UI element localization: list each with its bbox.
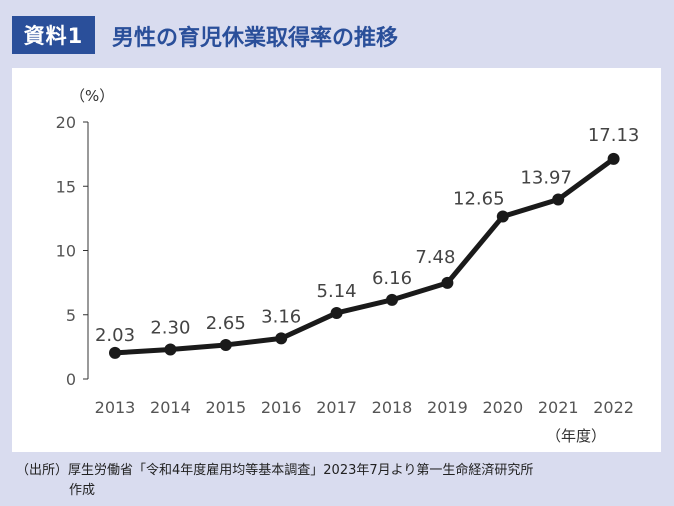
y-tick-label: 20 xyxy=(56,113,76,132)
figure-badge: 資料1 xyxy=(12,16,95,54)
data-point xyxy=(386,293,398,306)
x-tick-label: 2018 xyxy=(372,398,413,417)
x-axis-label: （年度） xyxy=(546,427,606,445)
data-label: 12.65 xyxy=(453,188,505,209)
y-tick-label: 5 xyxy=(66,306,76,325)
y-tick-label: 0 xyxy=(66,370,76,389)
data-label: 7.48 xyxy=(415,247,455,268)
data-label: 6.16 xyxy=(372,268,412,289)
source-line-2: 作成 xyxy=(69,483,96,498)
data-point xyxy=(164,343,177,356)
data-point xyxy=(219,338,232,351)
source-note: （出所）厚生労働省「令和4年度雇用均等基本調査」2023年7月より第一生命経済研… xyxy=(16,461,664,501)
data-label: 2.03 xyxy=(95,325,135,346)
data-label: 2.30 xyxy=(150,317,190,338)
x-tick-label: 2016 xyxy=(261,398,302,417)
data-label: 5.14 xyxy=(317,281,357,302)
data-label: 13.97 xyxy=(520,167,572,188)
data-point xyxy=(607,152,620,165)
x-tick-label: 2017 xyxy=(316,398,357,417)
data-label: 2.65 xyxy=(206,313,246,334)
series-line xyxy=(112,156,617,356)
chart-panel: 0 5 10 15 20 （%） 2013 2014 2015 2016 2017 2018 2019 2… xyxy=(12,68,661,452)
data-point xyxy=(330,306,343,319)
source-line-1: （出所）厚生労働省「令和4年度雇用均等基本調査」2023年7月より第一生命経済研… xyxy=(16,463,534,478)
x-tick-label: 2014 xyxy=(150,398,191,417)
x-tick-label: 2022 xyxy=(593,398,634,417)
x-tick-label: 2021 xyxy=(538,398,579,417)
data-point xyxy=(441,276,454,289)
data-point xyxy=(275,332,288,345)
line-chart: 0 5 10 15 20 （%） 2013 2014 2015 2016 2017 2018 2019 2… xyxy=(56,87,640,445)
data-label: 3.16 xyxy=(261,306,301,327)
data-point xyxy=(109,346,121,359)
x-tick-label: 2015 xyxy=(205,398,246,417)
header: 資料1 男性の育児休業取得率の推移 xyxy=(0,0,674,66)
x-tick-label: 2019 xyxy=(427,398,468,417)
page-title: 男性の育児休業取得率の推移 xyxy=(112,26,399,51)
data-point xyxy=(552,193,565,206)
y-tick-label: 10 xyxy=(56,242,76,261)
y-axis-label: （%） xyxy=(70,87,114,105)
x-tick-label: 2020 xyxy=(482,398,523,417)
data-point xyxy=(496,210,509,223)
y-tick-label: 15 xyxy=(56,177,76,196)
x-tick-label: 2013 xyxy=(95,398,136,417)
data-label: 17.13 xyxy=(588,125,640,146)
